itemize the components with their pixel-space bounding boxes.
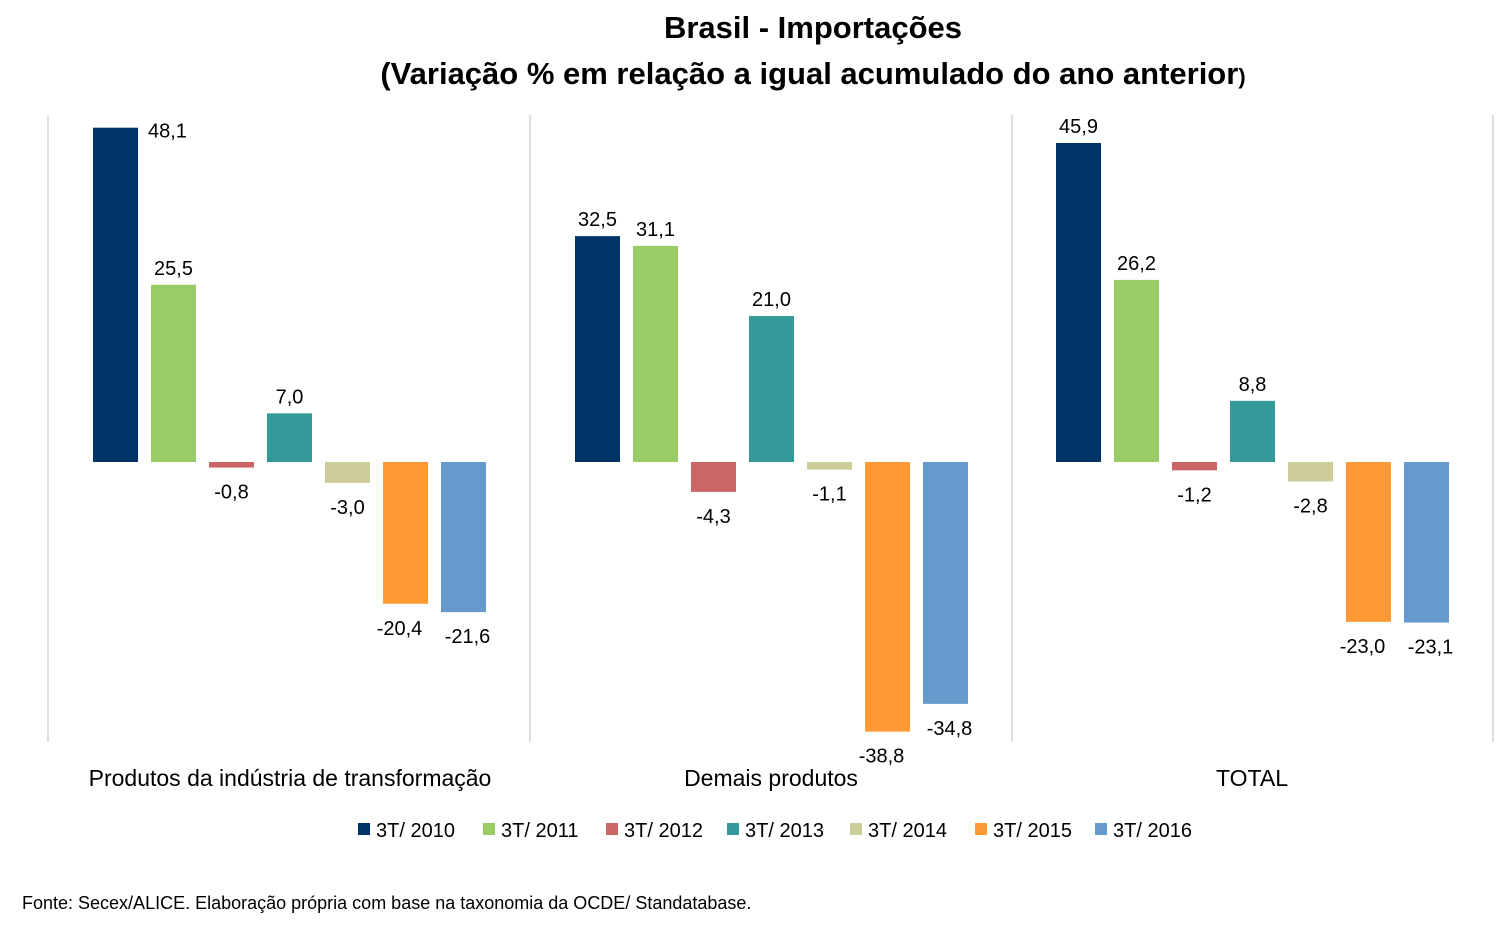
- legend-swatch-3t-2010: [358, 823, 370, 835]
- bar-demais-produtos-3t-2016: [923, 462, 968, 704]
- bar-chart: 48,1 32,5 45,9 25,5 31,1 26,2 -0,8 -4,3 -1,2 7,0 2…: [47, 115, 1494, 842]
- legend-swatch-3t-2014: [850, 823, 862, 835]
- bar-total-3t-2015: [1346, 462, 1391, 622]
- data-label-total-3t-2012: -1,2: [1177, 484, 1211, 506]
- category-label-demais-produtos: Demais produtos: [684, 765, 858, 791]
- data-label-produtos-da-ind-stria-de-transforma-o-3t-2014: -3,0: [330, 497, 364, 519]
- data-label-demais-produtos-3t-2014: -1,1: [812, 484, 846, 506]
- category-label-total: TOTAL: [1216, 765, 1288, 791]
- legend-label-3t-2010: 3T/ 2010: [376, 820, 455, 842]
- data-label-total-3t-2015: -23,0: [1340, 636, 1386, 658]
- data-label-demais-produtos-3t-2011: 31,1: [636, 219, 675, 241]
- chart-subtitle-close: ): [1238, 64, 1246, 89]
- data-label-demais-produtos-3t-2015: -38,8: [859, 746, 905, 768]
- chart-subtitle: (Variação % em relação a igual acumulado…: [0, 56, 1500, 92]
- bar-demais-produtos-3t-2014: [807, 462, 852, 470]
- bar-demais-produtos-3t-2011: [633, 245, 678, 462]
- category-label-produtos-da-ind-stria-de-transforma-o: Produtos da indústria de transformação: [89, 765, 492, 791]
- legend-swatch-3t-2016: [1095, 823, 1107, 835]
- data-label-produtos-da-ind-stria-de-transforma-o-3t-2011: 25,5: [154, 258, 193, 280]
- data-label-demais-produtos-3t-2010: 32,5: [578, 209, 617, 231]
- data-label-total-3t-2013: 8,8: [1239, 374, 1267, 396]
- legend-swatch-3t-2011: [483, 823, 495, 835]
- bar-total-3t-2016: [1404, 462, 1449, 623]
- legend-label-3t-2015: 3T/ 2015: [993, 820, 1072, 842]
- data-label-total-3t-2011: 26,2: [1117, 253, 1156, 275]
- bar-produtos-da-ind-stria-de-transforma-o-3t-2013: [267, 413, 312, 462]
- legend-swatch-3t-2012: [606, 823, 618, 835]
- data-label-produtos-da-ind-stria-de-transforma-o-3t-2015: -20,4: [377, 618, 423, 640]
- chart-subtitle-main: (Variação % em relação a igual acumulado…: [380, 56, 1239, 91]
- bar-produtos-da-ind-stria-de-transforma-o-3t-2010: [93, 127, 138, 462]
- bar-demais-produtos-3t-2013: [749, 316, 794, 462]
- data-label-produtos-da-ind-stria-de-transforma-o-3t-2016: -21,6: [445, 626, 491, 648]
- data-label-produtos-da-ind-stria-de-transforma-o-3t-2012: -0,8: [214, 482, 248, 504]
- bar-produtos-da-ind-stria-de-transforma-o-3t-2015: [383, 462, 428, 604]
- data-label-total-3t-2014: -2,8: [1293, 495, 1327, 517]
- legend-swatch-3t-2015: [975, 823, 987, 835]
- bar-demais-produtos-3t-2012: [691, 462, 736, 492]
- bar-total-3t-2012: [1172, 462, 1217, 471]
- bar-produtos-da-ind-stria-de-transforma-o-3t-2011: [151, 284, 196, 462]
- legend-label-3t-2011: 3T/ 2011: [501, 820, 578, 842]
- source-note: Fonte: Secex/ALICE. Elaboração própria c…: [22, 893, 752, 913]
- bar-demais-produtos-3t-2015: [865, 462, 910, 732]
- data-label-demais-produtos-3t-2013: 21,0: [752, 289, 791, 311]
- bar-total-3t-2014: [1288, 462, 1333, 482]
- data-label-total-3t-2010: 45,9: [1059, 116, 1098, 138]
- data-label-demais-produtos-3t-2016: -34,8: [927, 718, 973, 740]
- bar-produtos-da-ind-stria-de-transforma-o-3t-2014: [325, 462, 370, 483]
- data-label-produtos-da-ind-stria-de-transforma-o-3t-2013: 7,0: [276, 386, 304, 408]
- data-label-produtos-da-ind-stria-de-transforma-o-3t-2010: 48,1: [148, 121, 187, 143]
- chart-title: Brasil - Importações: [663, 10, 963, 45]
- legend-label-3t-2012: 3T/ 2012: [624, 820, 703, 842]
- bar-total-3t-2010: [1056, 142, 1101, 462]
- bar-produtos-da-ind-stria-de-transforma-o-3t-2012: [209, 462, 254, 468]
- legend-label-3t-2016: 3T/ 2016: [1113, 820, 1192, 842]
- legend-label-3t-2014: 3T/ 2014: [868, 820, 947, 842]
- bar-produtos-da-ind-stria-de-transforma-o-3t-2016: [441, 462, 486, 613]
- bar-demais-produtos-3t-2010: [575, 236, 620, 462]
- legend-swatch-3t-2013: [727, 823, 739, 835]
- data-label-total-3t-2016: -23,1: [1408, 637, 1454, 659]
- data-label-demais-produtos-3t-2012: -4,3: [696, 506, 730, 528]
- legend-label-3t-2013: 3T/ 2013: [745, 820, 824, 842]
- bar-total-3t-2011: [1114, 279, 1159, 462]
- bar-total-3t-2013: [1230, 400, 1275, 462]
